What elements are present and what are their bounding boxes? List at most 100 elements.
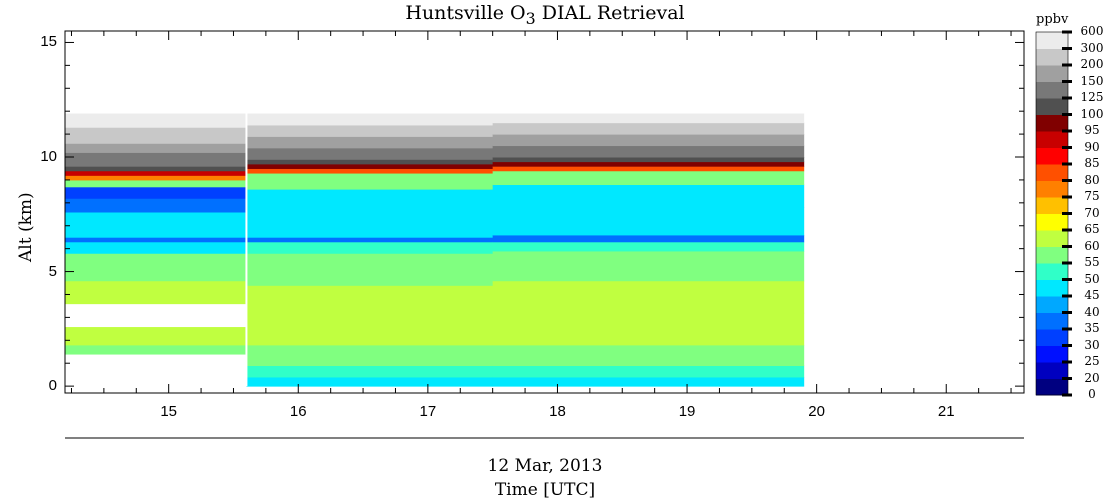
heatmap-cell bbox=[246, 173, 494, 190]
colorbar-tick-label: 70 bbox=[1084, 205, 1100, 220]
colorbar-swatch bbox=[1036, 296, 1068, 313]
heatmap-cell bbox=[65, 198, 247, 213]
heatmap-cell bbox=[246, 237, 494, 243]
colorbar-swatch bbox=[1036, 345, 1068, 363]
heatmap-cell bbox=[246, 124, 494, 137]
colorbar-swatch bbox=[1036, 312, 1068, 330]
colorbar-tick-label: 60 bbox=[1084, 238, 1100, 253]
colorbar-tick-label: 95 bbox=[1084, 123, 1100, 137]
colorbar-swatch bbox=[1036, 98, 1068, 115]
heatmap-cell bbox=[246, 189, 494, 213]
heatmap-cell bbox=[492, 280, 805, 314]
heatmap-cell bbox=[492, 157, 805, 163]
colorbar-swatch bbox=[1036, 164, 1068, 181]
heatmap-cell bbox=[492, 170, 805, 186]
y-tick-label: 10 bbox=[40, 148, 57, 165]
colorbar-swatch bbox=[1036, 230, 1068, 247]
colorbar-tick-label: 35 bbox=[1084, 321, 1100, 335]
colorbar-tick-label: 75 bbox=[1084, 189, 1100, 203]
heatmap-cell bbox=[246, 317, 494, 346]
colorbar-title: ppbv bbox=[1036, 12, 1069, 27]
colorbar-swatch bbox=[1036, 81, 1068, 99]
x-tick-label: 18 bbox=[549, 403, 566, 420]
heatmap-cell bbox=[492, 250, 805, 282]
colorbar-tick-label: 100 bbox=[1080, 106, 1104, 121]
heatmap-cell bbox=[65, 186, 247, 199]
colorbar-tick-label: 600 bbox=[1080, 24, 1104, 38]
colorbar-tick-label: 30 bbox=[1084, 337, 1100, 352]
colorbar-swatch bbox=[1036, 32, 1068, 49]
colorbar-swatch bbox=[1036, 378, 1068, 396]
colorbar-tick-label: 50 bbox=[1084, 271, 1100, 286]
heatmap-cell bbox=[65, 354, 247, 387]
plot-frame bbox=[64, 30, 1025, 394]
colorbar-swatch bbox=[1036, 246, 1068, 264]
heatmap-cell bbox=[65, 344, 247, 355]
heatmap-cell bbox=[246, 113, 494, 126]
colorbar-swatch bbox=[1036, 147, 1068, 165]
colorbar-swatch bbox=[1036, 131, 1068, 148]
heatmap-cell bbox=[492, 207, 805, 236]
heatmap-cell bbox=[492, 365, 805, 378]
heatmap-cell bbox=[65, 166, 247, 172]
heatmap-cell bbox=[246, 344, 494, 367]
heatmap-cell bbox=[246, 168, 494, 174]
heatmap-cell bbox=[65, 143, 247, 153]
colorbar-tick-label: 80 bbox=[1084, 172, 1100, 187]
colorbar-swatch bbox=[1036, 213, 1068, 231]
x-tick-label: 20 bbox=[808, 403, 825, 420]
colorbar-swatch bbox=[1036, 65, 1068, 82]
colorbar-tick-label: 90 bbox=[1084, 139, 1100, 154]
x-axis-label: Time [UTC] bbox=[494, 480, 596, 500]
heatmap-cell bbox=[492, 122, 805, 135]
colorbar-swatch bbox=[1036, 279, 1068, 297]
x-tick-label: 21 bbox=[937, 403, 955, 420]
heatmap-cell bbox=[492, 134, 805, 147]
colorbar-swatch bbox=[1036, 329, 1068, 346]
heatmap-cell bbox=[492, 234, 805, 243]
heatmap-cell bbox=[246, 163, 494, 169]
x-tick-label: 16 bbox=[289, 403, 307, 420]
heatmap-cell bbox=[65, 241, 247, 254]
heatmap-cell bbox=[246, 212, 494, 238]
heatmap-cell bbox=[246, 159, 494, 165]
colorbar-swatch bbox=[1036, 362, 1068, 379]
colorbar-tick-label: 40 bbox=[1084, 304, 1100, 319]
heatmap-cell bbox=[246, 136, 494, 149]
heatmap-cell bbox=[492, 312, 805, 346]
heatmap-cell bbox=[492, 241, 805, 252]
heatmap-cell bbox=[492, 166, 805, 172]
y-tick-label: 5 bbox=[48, 262, 57, 280]
heatmap-cell bbox=[492, 344, 805, 367]
heatmap-cell bbox=[65, 175, 247, 181]
colorbar-tick-label: 150 bbox=[1080, 73, 1104, 88]
heatmap-cell bbox=[246, 285, 494, 318]
heatmap-cell bbox=[65, 127, 247, 144]
heatmap-cell bbox=[246, 147, 494, 160]
heatmap-cell bbox=[246, 376, 494, 387]
heatmap-cell bbox=[65, 113, 247, 128]
heatmap-cell bbox=[65, 170, 247, 176]
colorbar-tick-label: 125 bbox=[1080, 90, 1104, 104]
heatmap-cell bbox=[65, 303, 247, 328]
y-tick-label: 0 bbox=[48, 377, 57, 395]
colorbar-tick-label: 65 bbox=[1084, 222, 1100, 236]
colorbar-swatch bbox=[1036, 114, 1068, 132]
colorbar-tick-label: 0 bbox=[1088, 387, 1096, 401]
heatmap-cell bbox=[65, 280, 247, 305]
heatmap-cell bbox=[492, 113, 805, 124]
colorbar-swatch bbox=[1036, 48, 1068, 66]
colorbar-tick-label: 300 bbox=[1080, 40, 1104, 55]
colorbar-tick-label: 25 bbox=[1084, 354, 1100, 368]
colorbar-swatch bbox=[1036, 263, 1068, 280]
colorbar-swatch bbox=[1036, 197, 1068, 214]
colorbar-tick-label: 55 bbox=[1084, 255, 1100, 269]
heatmap-cell bbox=[246, 241, 494, 254]
heatmap-cell bbox=[65, 179, 247, 188]
heatmap-cell bbox=[65, 212, 247, 238]
x-tick-label: 17 bbox=[419, 403, 437, 420]
heatmap-cell bbox=[65, 253, 247, 282]
heatmap-cell bbox=[492, 376, 805, 387]
